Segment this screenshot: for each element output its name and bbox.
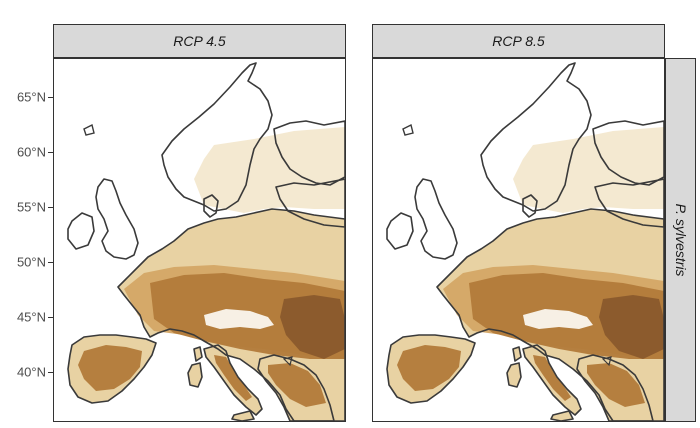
- y-tick-label-50: 50°N: [16, 254, 46, 270]
- zone-high-balkans: [268, 363, 326, 407]
- y-tick-40: [48, 372, 53, 373]
- zone-high-italy: [533, 355, 571, 401]
- coastline-corsica: [512, 346, 522, 362]
- coastline-islet: [601, 356, 612, 367]
- y-tick-label-60: 60°N: [16, 144, 46, 160]
- zone-high-balkans: [587, 363, 645, 407]
- coastline-finland: [592, 120, 664, 186]
- coastline-britain: [95, 178, 139, 260]
- coastline-sardinia: [506, 362, 522, 388]
- coastline-islet: [282, 356, 293, 367]
- coastline-denmark: [203, 194, 219, 218]
- zone-very-high-carpathian: [599, 295, 664, 359]
- land-ireland: [387, 213, 413, 249]
- coastline-balkans: [257, 354, 335, 421]
- coastline-ireland: [386, 212, 414, 250]
- coastline-iberia: [386, 334, 476, 404]
- coastline-faroe: [402, 123, 414, 136]
- coastline-mainland: [436, 208, 664, 421]
- zone-very-low-north: [194, 127, 345, 213]
- facet-label-rcp85: RCP 8.5: [492, 33, 545, 49]
- coastline-ireland: [67, 212, 95, 250]
- coastline-britain: [414, 178, 458, 260]
- zone-high-italy: [214, 355, 252, 401]
- map-panel-rcp45: [53, 58, 346, 422]
- coastline-italy: [522, 344, 582, 416]
- map-rcp45: [67, 62, 345, 421]
- y-tick-60: [48, 152, 53, 153]
- y-tick-label-55: 55°N: [16, 199, 46, 215]
- row-label-species: P. sylvestris: [672, 203, 689, 277]
- y-tick-65: [48, 97, 53, 98]
- coastline-baltic_east: [594, 178, 664, 228]
- y-tick-label-40: 40°N: [16, 364, 46, 380]
- coastline-faroe: [83, 123, 95, 136]
- coastline-denmark: [522, 194, 538, 218]
- coastline-scandinavia: [480, 62, 592, 212]
- coastline-sardinia: [187, 362, 203, 388]
- y-tick-55: [48, 207, 53, 208]
- coastline-italy: [203, 344, 263, 416]
- zone-alps-white: [523, 309, 593, 329]
- land-ireland: [68, 213, 94, 249]
- facet-label-rcp45: RCP 4.5: [173, 33, 226, 49]
- land-britain: [415, 179, 457, 259]
- map-rcp85: [386, 62, 664, 421]
- coastline-finland: [273, 120, 345, 186]
- y-tick-label-45: 45°N: [16, 309, 46, 325]
- land-sardinia: [188, 363, 202, 387]
- y-tick-50: [48, 262, 53, 263]
- coastline-balkans: [576, 354, 654, 421]
- land-sicily: [232, 411, 254, 421]
- y-tick-label-65: 65°N: [16, 89, 46, 105]
- coastline-mainland: [117, 208, 345, 421]
- zone-high-iberia: [78, 345, 142, 391]
- land-sardinia: [507, 363, 521, 387]
- coastline-baltic_east: [275, 178, 345, 228]
- map-panel-rcp85: [372, 58, 665, 422]
- row-strip-species: P. sylvestris: [665, 58, 696, 422]
- zone-very-high-carpathian: [280, 295, 345, 359]
- facet-strip-rcp45: RCP 4.5: [53, 24, 346, 58]
- coastline-corsica: [193, 346, 203, 362]
- land-sicily: [551, 411, 573, 421]
- coastline-sicily: [550, 410, 574, 421]
- zone-alps-white: [204, 309, 274, 329]
- land-britain: [96, 179, 138, 259]
- zone-very-low-north: [513, 127, 664, 213]
- facet-strip-rcp85: RCP 8.5: [372, 24, 665, 58]
- zone-high-iberia: [397, 345, 461, 391]
- y-tick-45: [48, 317, 53, 318]
- coastline-iberia: [67, 334, 157, 404]
- coastline-sicily: [231, 410, 255, 421]
- coastline-scandinavia: [161, 62, 273, 212]
